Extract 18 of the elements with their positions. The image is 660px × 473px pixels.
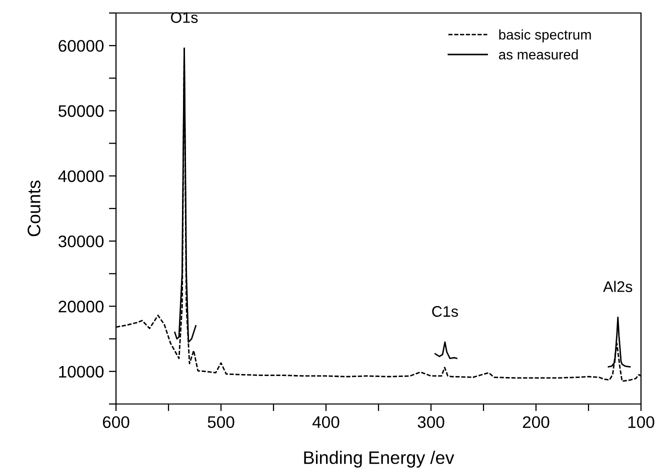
y-tick-label: 20000	[58, 300, 104, 312]
x-tick-label: 100	[628, 416, 654, 428]
y-tick-label: 10000	[59, 366, 104, 378]
legend-label: basic spectrum	[499, 29, 591, 42]
annotation: C1s	[432, 306, 458, 317]
y-tick-label: 50000	[58, 105, 104, 117]
x-tick-label: 600	[102, 416, 130, 428]
x-tick-label: 300	[418, 416, 444, 428]
y-tick-label: 40000	[58, 170, 104, 182]
x-axis-title: Binding Energy /ev	[304, 450, 454, 468]
annotation: Al2s	[603, 280, 632, 292]
x-tick-label: 500	[208, 416, 234, 428]
y-tick-label: 60000	[58, 40, 104, 52]
x-tick-label: 400	[312, 416, 340, 428]
legend-label: as measured	[498, 49, 578, 60]
x-tick-label: 200	[522, 416, 550, 428]
y-axis-title: Counts	[28, 180, 40, 236]
y-tick-label: 30000	[58, 235, 104, 248]
